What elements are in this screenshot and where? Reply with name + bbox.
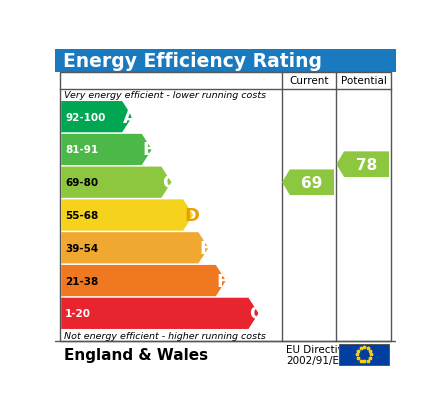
Text: 21-38: 21-38: [65, 276, 98, 286]
Text: 1-20: 1-20: [65, 309, 91, 318]
Bar: [60, 73, 391, 342]
Text: England & Wales: England & Wales: [64, 347, 209, 362]
Text: E: E: [199, 239, 212, 257]
Polygon shape: [61, 102, 132, 133]
Text: Current: Current: [290, 76, 329, 86]
Text: D: D: [184, 206, 199, 224]
Text: 81-91: 81-91: [65, 145, 98, 155]
Text: C: C: [162, 174, 176, 192]
Polygon shape: [61, 298, 259, 329]
Text: 55-68: 55-68: [65, 211, 98, 221]
Polygon shape: [61, 135, 152, 166]
Text: Potential: Potential: [341, 76, 386, 86]
Text: Energy Efficiency Rating: Energy Efficiency Rating: [63, 52, 322, 71]
Bar: [339, 344, 389, 365]
Text: 69-80: 69-80: [65, 178, 98, 188]
Text: 78: 78: [356, 157, 377, 172]
Text: B: B: [143, 141, 156, 159]
Text: 2002/91/EC: 2002/91/EC: [286, 355, 346, 365]
Text: Very energy efficient - lower running costs: Very energy efficient - lower running co…: [64, 91, 267, 100]
Polygon shape: [336, 152, 389, 178]
Polygon shape: [61, 233, 209, 264]
Text: 69: 69: [301, 175, 323, 190]
Polygon shape: [61, 167, 172, 198]
Text: EU Directive: EU Directive: [286, 344, 350, 354]
Text: F: F: [217, 272, 229, 290]
Text: A: A: [123, 108, 137, 126]
Bar: [55, 50, 396, 73]
Text: 39-54: 39-54: [65, 243, 98, 253]
Text: G: G: [249, 305, 264, 323]
Text: Not energy efficient - higher running costs: Not energy efficient - higher running co…: [64, 331, 266, 340]
Polygon shape: [282, 170, 334, 195]
Polygon shape: [61, 265, 226, 297]
Text: 92-100: 92-100: [65, 112, 106, 122]
Polygon shape: [61, 200, 193, 231]
